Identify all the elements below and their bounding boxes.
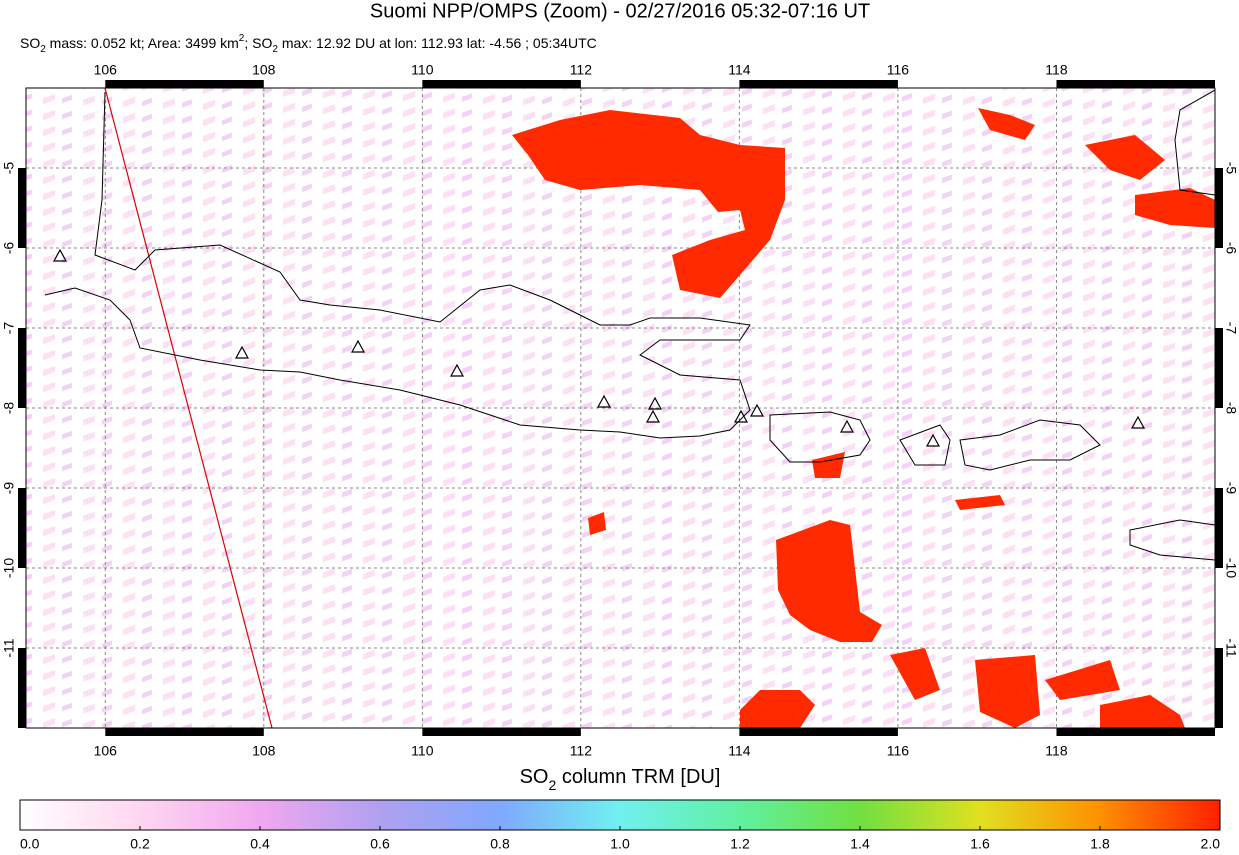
frame-bar — [422, 80, 581, 88]
x-tick-label: 114 — [728, 62, 751, 78]
y-tick-label: -10 — [1223, 558, 1239, 578]
colorbar-tick-label: 1.8 — [1090, 836, 1110, 852]
x-tick-label: 116 — [887, 62, 910, 78]
x-tick-label: 108 — [252, 743, 276, 759]
y-tick-label: -5 — [1223, 162, 1239, 175]
x-tick-label: 112 — [570, 743, 593, 759]
x-tick-label: 110 — [411, 743, 434, 759]
colorbar — [19, 799, 1221, 831]
x-tick-label: 108 — [252, 62, 276, 78]
y-tick-label: -5 — [1, 162, 17, 175]
frame-bar — [1056, 80, 1215, 88]
y-tick-label: -11 — [1, 638, 17, 657]
swath-edge — [104, 88, 273, 728]
coastline — [769, 89, 1215, 561]
coastline — [44, 91, 751, 439]
x-tick-label: 112 — [570, 62, 593, 78]
x-tick-label: 106 — [94, 62, 118, 78]
x-tick-label: 118 — [1045, 743, 1068, 759]
subtitle-part: 2 — [239, 33, 245, 44]
x-tick-label: 116 — [887, 743, 910, 759]
x-tick-label: 106 — [94, 743, 118, 759]
title: Suomi NPP/OMPS (Zoom) - 02/27/2016 05:32… — [370, 0, 870, 22]
so2-plume — [978, 108, 1215, 228]
colorbar-tick-label: 1.6 — [970, 836, 990, 852]
y-tick-label: -6 — [1, 242, 17, 255]
frame-bar — [739, 80, 898, 88]
y-tick-label: -9 — [1, 482, 17, 495]
colorbar-tick-label: 0.2 — [130, 836, 150, 852]
so2-plume — [588, 452, 1185, 728]
colorbar-tick-label: 0.4 — [250, 836, 270, 852]
colorbar-label-part: 2 — [549, 777, 557, 793]
y-tick-label: -8 — [1, 402, 17, 415]
frame-bar — [105, 728, 264, 736]
colorbar-label-part: column TRM [DU] — [556, 766, 720, 788]
colorbar-tick-label: 0.8 — [490, 836, 510, 852]
frame-bar — [18, 648, 26, 728]
frame-bar — [1215, 328, 1223, 408]
grid — [26, 88, 1215, 728]
y-tick-label: -9 — [1223, 482, 1239, 495]
subtitle-part: 2 — [40, 44, 46, 55]
frame-bar — [739, 728, 898, 736]
frame-bar — [1215, 168, 1223, 248]
subtitle-part: ; SO — [244, 35, 272, 51]
frame-bar — [1056, 728, 1215, 736]
x-tick-label: 110 — [411, 62, 434, 78]
y-tick-label: -11 — [1223, 638, 1239, 657]
subtitle-part: mass: 0.052 kt; Area: 3499 km — [46, 35, 239, 51]
frame-bar — [18, 168, 26, 248]
colorbar-tick-label: 0.0 — [20, 836, 40, 852]
x-tick-label: 114 — [728, 743, 751, 759]
subtitle: SO2 mass: 0.052 kt; Area: 3499 km2; SO2 … — [20, 33, 597, 55]
volcano-marker — [52, 248, 1146, 447]
y-tick-label: -10 — [1, 558, 17, 578]
x-tick-label: 118 — [1045, 62, 1068, 78]
map-area — [26, 88, 1215, 728]
frame-bar — [18, 488, 26, 568]
frame-bar — [105, 80, 264, 88]
colorbar-ticks: 0.0 0.2 0.4 0.6 0.8 1.0 1.2 1.4 1.6 1.8 2.0 — [19, 826, 1221, 852]
volcanoes — [52, 248, 1146, 447]
colorbar-tick-label: 1.0 — [610, 836, 630, 852]
subtitle-part: SO — [20, 35, 40, 51]
frame-bar — [1215, 648, 1223, 728]
colorbar-tick-label: 2.0 — [1201, 836, 1221, 852]
frame-bar — [18, 328, 26, 408]
y-tick-label: -6 — [1223, 242, 1239, 255]
colorbar-label: SO2 column TRM [DU] — [520, 766, 721, 792]
subtitle-part: 2 — [272, 44, 278, 55]
ticks: 106 106 108 108 110 110 112 112 114 114 116 116 118 1… — [1, 62, 1239, 759]
frame-bars — [18, 80, 1223, 736]
colorbar-tick-label: 0.6 — [370, 836, 390, 852]
frame-bar — [422, 728, 581, 736]
frame-bar — [1215, 488, 1223, 568]
y-tick-label: -7 — [1223, 322, 1239, 335]
y-tick-label: -7 — [1, 322, 17, 335]
subtitle-part: max: 12.92 DU at lon: 112.93 lat: -4.56 … — [278, 35, 597, 51]
colorbar-tick-label: 1.4 — [850, 836, 870, 852]
colorbar-label-part: SO — [520, 766, 549, 788]
y-tick-label: -8 — [1223, 402, 1239, 415]
so2-plume — [512, 110, 785, 298]
colorbar-tick-label: 1.2 — [730, 836, 750, 852]
so2-plume — [776, 520, 882, 642]
